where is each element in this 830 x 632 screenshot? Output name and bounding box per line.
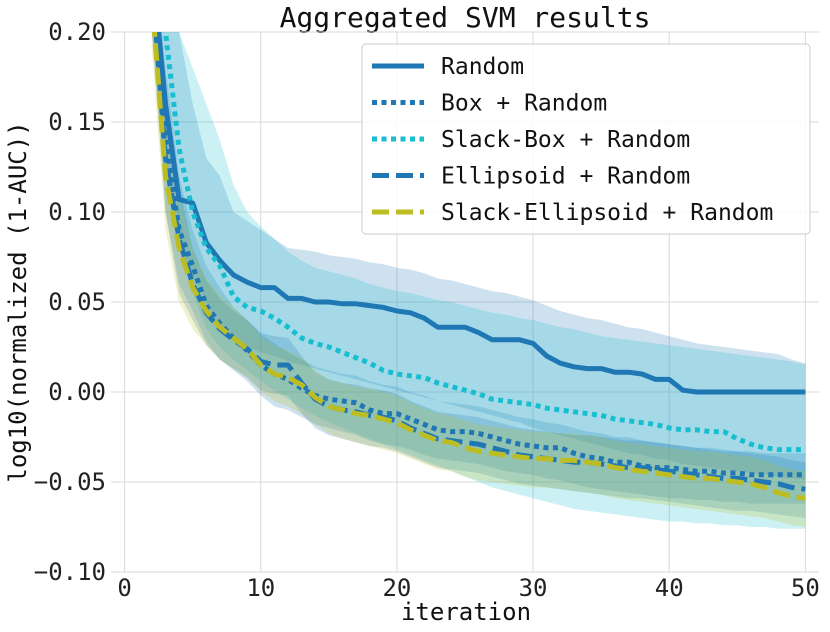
x-tick-label: 20: [382, 574, 411, 602]
legend-box: [361, 43, 811, 235]
x-axis-label: iteration: [401, 598, 531, 626]
y-tick-label: 0.05: [48, 288, 106, 316]
legend-label-slack-ellipsoid-random: Slack-Ellipsoid + Random: [441, 200, 773, 226]
x-tick-label: 10: [246, 574, 275, 602]
band-slack-box-random: [156, 32, 806, 529]
band-box-random: [153, 32, 806, 504]
legend-label-random: Random: [441, 54, 524, 80]
line-random: [156, 32, 806, 395]
line-slack-ellipsoid-random: [152, 32, 806, 501]
y-tick-label: 0.15: [48, 108, 106, 136]
band-random: [151, 32, 806, 481]
y-tick-label: 0.10: [48, 198, 106, 226]
band-slack-ellipsoid-random: [151, 32, 806, 527]
y-tick-labels: 0.20 0.15 0.10 0.05 0.00 −0.05 −0.10: [34, 18, 106, 586]
legend-label-slack-box-random: Slack-Box + Random: [441, 127, 690, 153]
series-lines: [152, 32, 806, 501]
line-slack-box-random: [162, 32, 806, 453]
y-tick-label: −0.10: [34, 558, 106, 586]
x-tick-labels: 0 10 20 30 40 50: [117, 574, 819, 602]
y-tick-label: −0.05: [34, 468, 106, 496]
y-tick-label: 0.00: [48, 378, 106, 406]
x-tick-label: 0: [117, 574, 131, 602]
y-axis-label: log10(normalized (1-AUC)): [4, 121, 32, 482]
legend-label-ellipsoid-random: Ellipsoid + Random: [441, 164, 690, 190]
legend-label-box-random: Box + Random: [441, 91, 607, 117]
chart-title: Aggregated SVM results: [280, 1, 651, 34]
line-box-random: [154, 32, 806, 478]
legend: Random Box + Random Slack-Box + Random Elli…: [361, 43, 811, 235]
x-tick-label: 30: [519, 574, 548, 602]
x-tick-label: 40: [655, 574, 684, 602]
y-tick-label: 0.20: [48, 18, 106, 46]
x-tick-label: 50: [791, 574, 820, 602]
